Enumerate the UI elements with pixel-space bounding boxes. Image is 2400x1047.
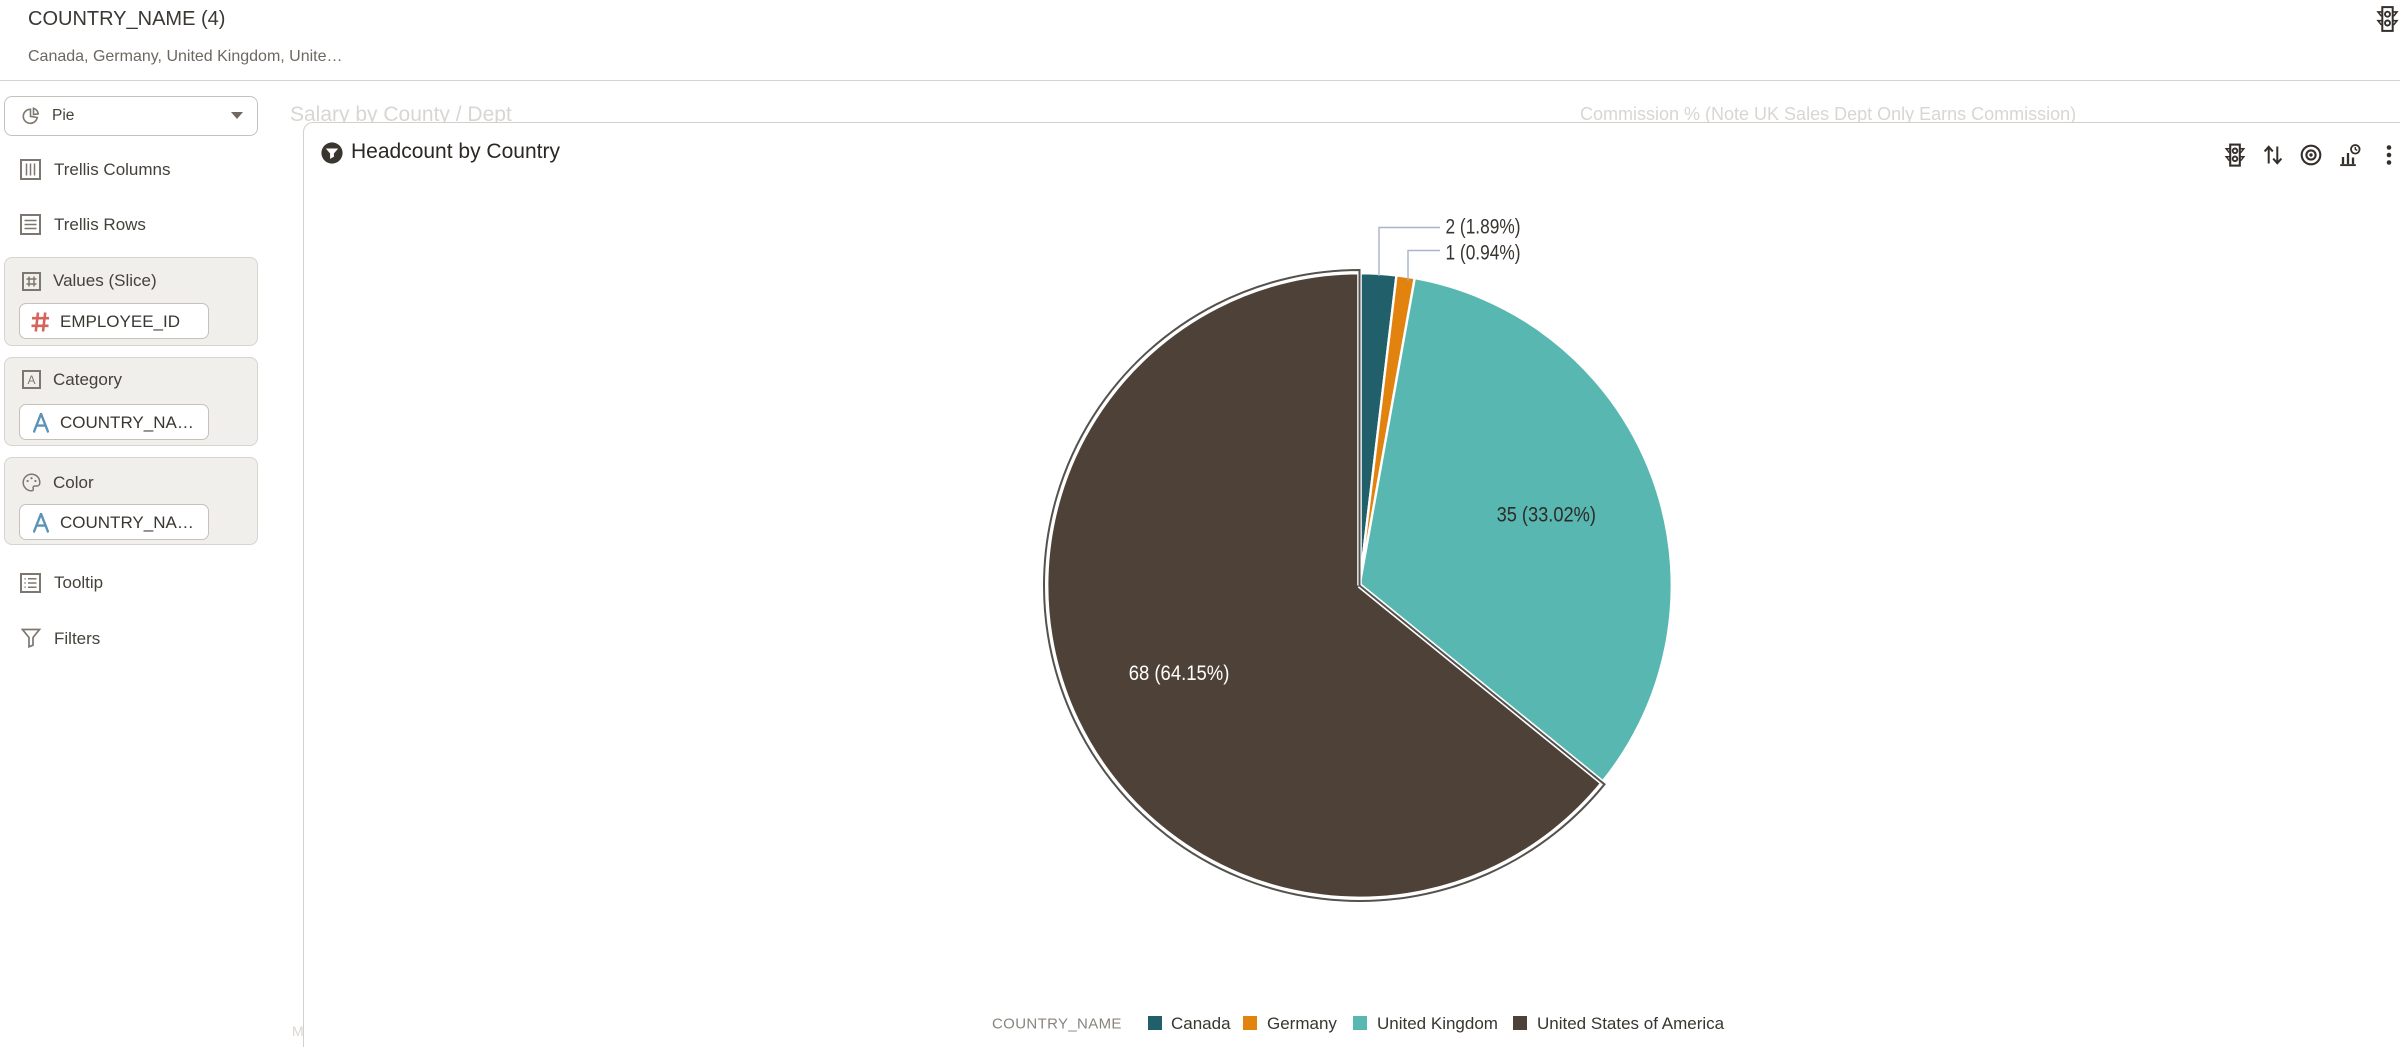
svg-text:68 (64.15%): 68 (64.15%) (1129, 662, 1230, 685)
svg-text:2 (1.89%): 2 (1.89%) (1446, 216, 1521, 239)
svg-text:A: A (27, 373, 35, 387)
svg-text:1 (0.94%): 1 (0.94%) (1446, 241, 1521, 264)
svg-text:35 (33.02%): 35 (33.02%) (1497, 504, 1596, 527)
